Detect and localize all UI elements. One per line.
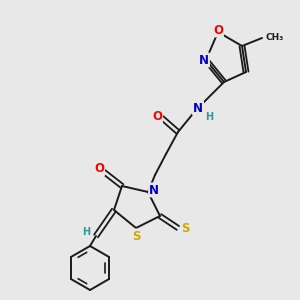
- Text: H: H: [82, 227, 90, 237]
- Text: N: N: [149, 184, 159, 196]
- Text: H: H: [205, 112, 213, 122]
- Text: O: O: [213, 23, 223, 37]
- Text: N: N: [199, 53, 209, 67]
- Text: O: O: [152, 110, 162, 122]
- Text: N: N: [193, 101, 203, 115]
- Text: S: S: [132, 230, 140, 242]
- Text: CH₃: CH₃: [266, 34, 284, 43]
- Text: O: O: [94, 163, 104, 176]
- Text: S: S: [181, 223, 189, 236]
